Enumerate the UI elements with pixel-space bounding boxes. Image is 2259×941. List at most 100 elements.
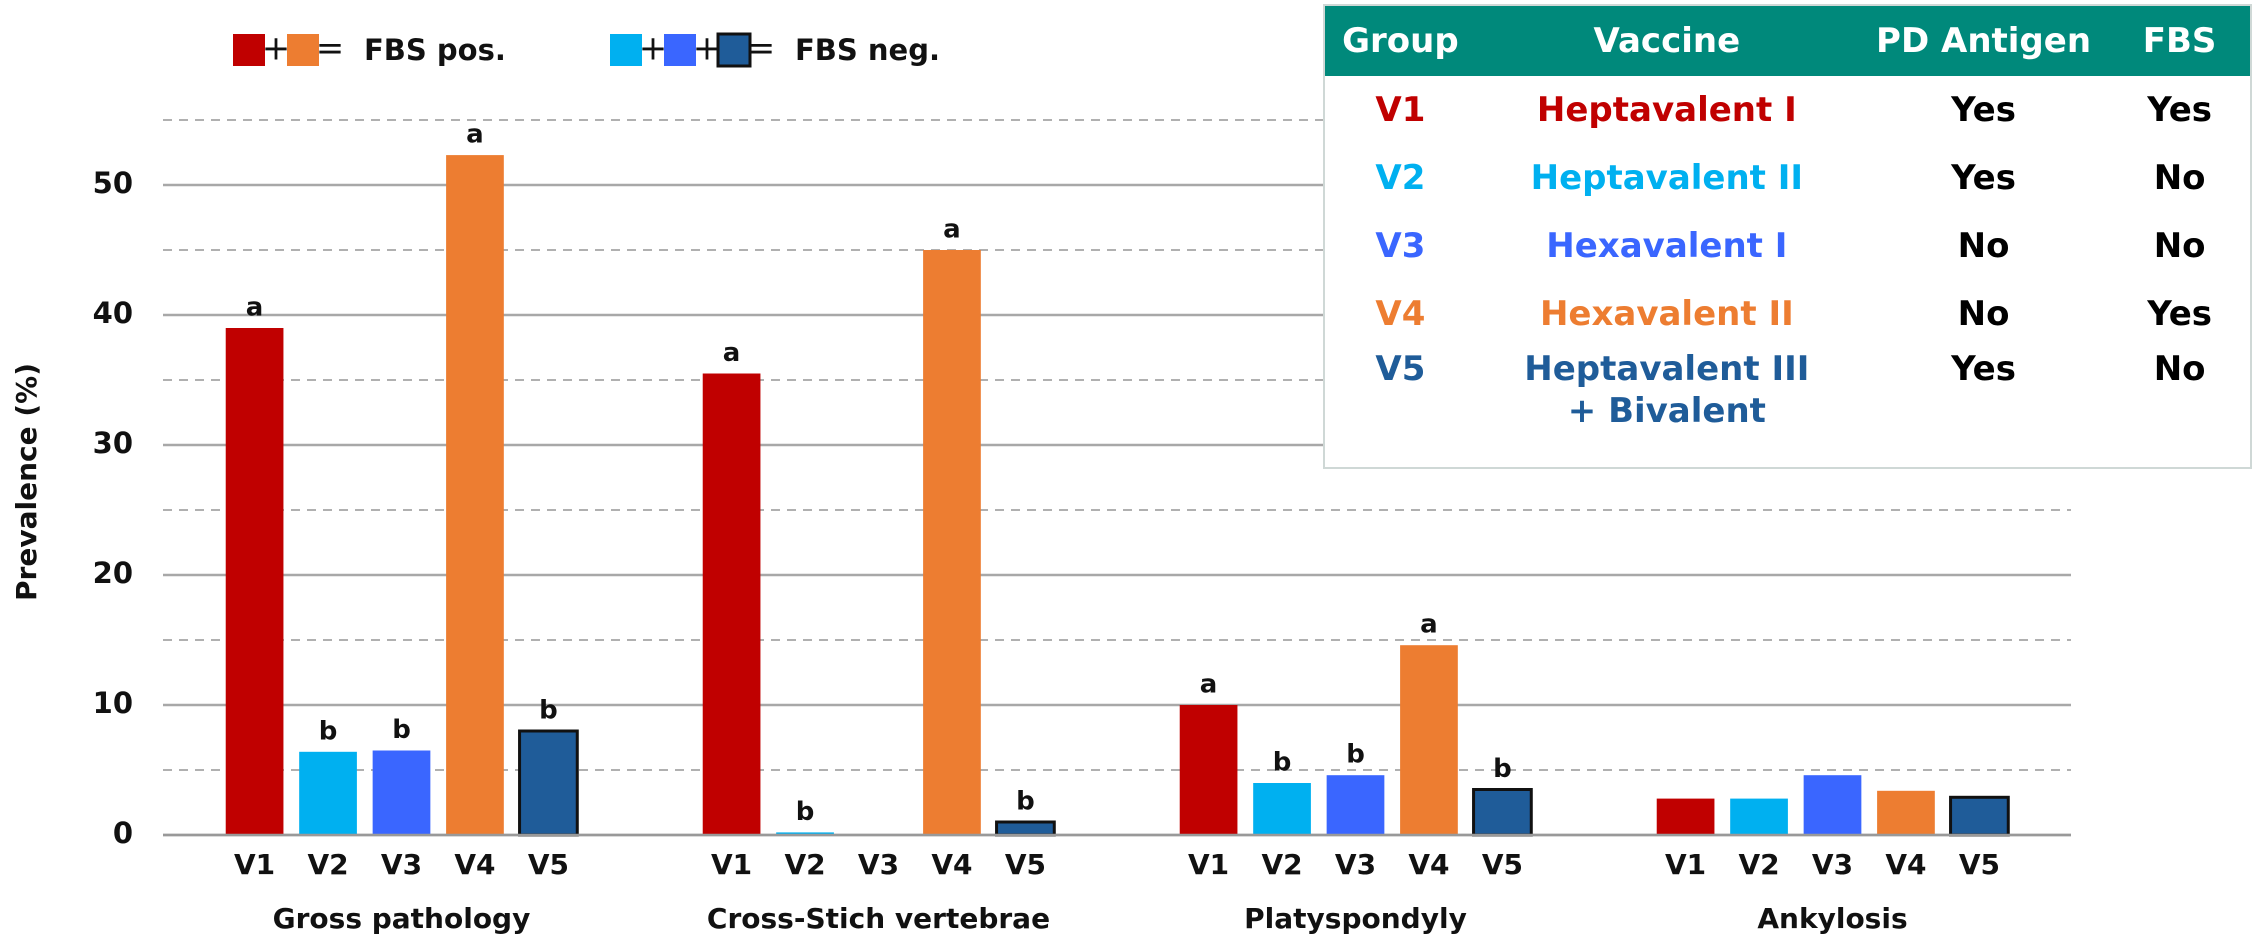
significance-letter: a: [943, 215, 961, 245]
x-tick-label: V5: [1005, 848, 1046, 881]
significance-letter: a: [1200, 670, 1218, 700]
table: Group Vaccine PD Antigen FBS V1 Heptavalent …: [1325, 6, 2250, 432]
y-axis-label: Prevalence (%): [10, 363, 43, 601]
table-cell: V2: [1375, 158, 1426, 198]
significance-letter: b: [796, 797, 815, 827]
legend-label: FBS neg.: [795, 33, 940, 67]
table-cell: Yes: [2147, 90, 2212, 130]
bar: [1803, 775, 1862, 835]
y-tick-label: 30: [93, 426, 133, 460]
significance-letter: b: [319, 716, 338, 746]
table-cell: V3: [1375, 226, 1426, 266]
legend-swatch: [610, 34, 642, 66]
significance-letter: b: [1493, 754, 1512, 784]
x-tick-label: V1: [711, 848, 752, 881]
bar: [446, 155, 504, 836]
y-tick-label: 20: [93, 556, 133, 590]
table-cell: Yes: [1951, 349, 2016, 389]
y-tick-label: 50: [93, 166, 133, 200]
significance-letter: b: [1016, 787, 1035, 817]
x-tick-label: V2: [1261, 848, 1302, 881]
table-cell: No: [2153, 349, 2206, 389]
table-header: Group Vaccine PD Antigen FBS: [1325, 6, 2250, 76]
table-cell: No: [2153, 226, 2206, 266]
x-tick-label: V2: [784, 848, 825, 881]
table-header-cell: PD Antigen: [1857, 6, 2110, 76]
bar: [225, 328, 284, 835]
table-cell: No: [1957, 294, 2010, 334]
table-row: V2 Heptavalent II Yes No: [1325, 144, 2250, 212]
significance-letter: b: [1346, 740, 1365, 770]
significance-letter: b: [1273, 748, 1292, 778]
significance-letter: a: [466, 120, 484, 150]
x-tick-label: V3: [381, 848, 422, 881]
x-tick-label: V3: [858, 848, 899, 881]
legend-symbol: =: [316, 29, 345, 69]
table-row: V3 Hexavalent I No No: [1325, 212, 2250, 280]
table-cell: V1: [1375, 90, 1426, 130]
legend-table: Group Vaccine PD Antigen FBS V1 Heptavalent …: [1323, 4, 2252, 469]
bar: [1326, 775, 1385, 835]
x-tick-label: V3: [1335, 848, 1376, 881]
x-tick-label: V4: [1408, 848, 1449, 881]
bar: [702, 373, 761, 835]
bar: [1730, 798, 1788, 835]
x-tick-label: V4: [1885, 848, 1926, 881]
bar: [776, 832, 834, 835]
table-cell: Yes: [1951, 158, 2016, 198]
x-tick-label: V5: [1959, 848, 2000, 881]
table-cell: Hexavalent I: [1546, 226, 1788, 266]
legend-swatch: [716, 32, 752, 68]
y-tick-label: 40: [93, 296, 133, 330]
x-tick-label: V1: [1188, 848, 1229, 881]
group-label: Cross-Stich vertebrae: [707, 902, 1050, 935]
x-tick-label: V3: [1812, 848, 1853, 881]
bar: [1656, 798, 1715, 835]
table-cell: V4: [1375, 294, 1426, 334]
x-tick-label: V4: [454, 848, 495, 881]
legend-label: FBS pos.: [364, 33, 506, 67]
table-header-cell: FBS: [2109, 6, 2250, 76]
table-row: V4 Hexavalent II No Yes: [1325, 280, 2250, 348]
bar: [372, 750, 431, 835]
bar: [1400, 645, 1458, 835]
table-cell: Heptavalent III + Bivalent: [1524, 349, 1810, 431]
table-cell: Yes: [2147, 294, 2212, 334]
y-tick-label: 0: [113, 816, 133, 850]
table-cell: Yes: [1951, 90, 2016, 130]
significance-letter: b: [392, 715, 411, 745]
x-tick-label: V1: [234, 848, 275, 881]
legend-swatch: [664, 34, 696, 66]
table-cell: Heptavalent II: [1530, 158, 1804, 198]
bar: [1253, 783, 1311, 835]
bar: [1877, 790, 1935, 835]
legend-symbol: +: [262, 29, 291, 69]
table-cell: Heptavalent I: [1536, 90, 1797, 130]
table-cell: V5: [1375, 349, 1426, 389]
bar: [299, 751, 357, 835]
bar: [1179, 705, 1238, 835]
group-label: Gross pathology: [273, 902, 531, 935]
x-tick-label: V5: [1482, 848, 1523, 881]
legend-symbol: =: [747, 29, 776, 69]
x-tick-label: V2: [1738, 848, 1779, 881]
y-tick-label: 10: [93, 686, 133, 720]
legend-symbol: +: [639, 29, 668, 69]
x-tick-label: V1: [1665, 848, 1706, 881]
significance-letter: a: [1420, 610, 1438, 640]
bar: [923, 250, 981, 835]
bar: [518, 729, 579, 837]
legend-swatch: [287, 34, 319, 66]
table-row: V5 Heptavalent III + Bivalent Yes No: [1325, 348, 2250, 432]
table-cell: Hexavalent II: [1539, 294, 1794, 334]
significance-letter: a: [246, 293, 264, 323]
x-tick-label: V5: [528, 848, 569, 881]
bar: [995, 820, 1056, 837]
table-header-cell: Vaccine: [1475, 6, 1858, 76]
significance-letter: b: [539, 696, 558, 726]
group-label: Platyspondyly: [1244, 902, 1467, 935]
x-tick-label: V2: [307, 848, 348, 881]
table-row: V1 Heptavalent I Yes Yes: [1325, 76, 2250, 144]
bar: [1949, 795, 2010, 837]
